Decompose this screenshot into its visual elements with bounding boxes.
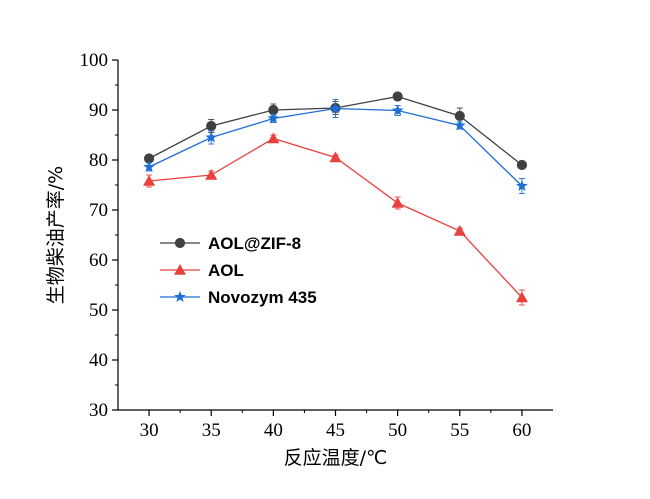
series-layer bbox=[143, 91, 528, 306]
y-tick-label: 30 bbox=[89, 400, 108, 421]
y-tick-label: 40 bbox=[89, 350, 108, 371]
data-point bbox=[205, 169, 218, 180]
legend-marker bbox=[174, 237, 186, 249]
series-1 bbox=[143, 132, 528, 306]
data-point bbox=[206, 120, 217, 132]
y-tick-label: 80 bbox=[89, 150, 108, 171]
data-point bbox=[391, 104, 404, 116]
x-tick-label: 55 bbox=[450, 420, 469, 441]
x-tick-label: 60 bbox=[512, 420, 531, 441]
x-tick-label: 30 bbox=[140, 420, 159, 441]
legend-marker bbox=[174, 290, 186, 303]
y-tick-label: 60 bbox=[89, 250, 108, 271]
data-point bbox=[329, 102, 342, 114]
legend-marker bbox=[174, 264, 186, 275]
x-tick-label: 45 bbox=[326, 420, 345, 441]
data-point bbox=[205, 131, 218, 143]
x-axis-title: 反应温度/℃ bbox=[284, 447, 388, 469]
data-point bbox=[143, 175, 156, 186]
data-point bbox=[453, 225, 466, 236]
legend-label: AOL@ZIF-8 bbox=[208, 234, 301, 253]
legend-item-0: AOL@ZIF-8 bbox=[160, 234, 301, 253]
data-point bbox=[515, 291, 528, 303]
data-point bbox=[391, 197, 404, 208]
legend-label: AOL bbox=[208, 261, 244, 280]
legend-item-2: Novozym 435 bbox=[160, 288, 317, 307]
legend-label: Novozym 435 bbox=[208, 288, 317, 307]
data-point bbox=[516, 159, 528, 171]
y-tick-label: 90 bbox=[89, 100, 108, 121]
data-point bbox=[267, 132, 280, 144]
series-2 bbox=[143, 99, 528, 194]
y-axis-title: 生物柴油产率/% bbox=[45, 166, 67, 304]
data-point bbox=[143, 160, 155, 173]
data-point bbox=[392, 91, 403, 102]
data-point bbox=[329, 151, 342, 163]
data-point bbox=[454, 110, 465, 122]
x-tick-label: 40 bbox=[264, 420, 283, 441]
x-tick-label: 50 bbox=[388, 420, 407, 441]
legend-item-1: AOL bbox=[160, 261, 244, 280]
y-tick-label: 70 bbox=[89, 200, 108, 221]
y-tick-label: 50 bbox=[89, 300, 108, 321]
legend: AOL@ZIF-8 AOL Novozym 435 bbox=[160, 234, 317, 307]
data-point bbox=[267, 112, 280, 124]
y-tick-label: 100 bbox=[80, 50, 109, 71]
ticks: 30 40 50 60 70 80 90 100 30 35 40 45 50 55 60 bbox=[80, 50, 532, 441]
data-point bbox=[453, 119, 466, 131]
data-point bbox=[516, 179, 528, 192]
x-tick-label: 35 bbox=[202, 420, 221, 441]
series-line bbox=[149, 137, 523, 298]
